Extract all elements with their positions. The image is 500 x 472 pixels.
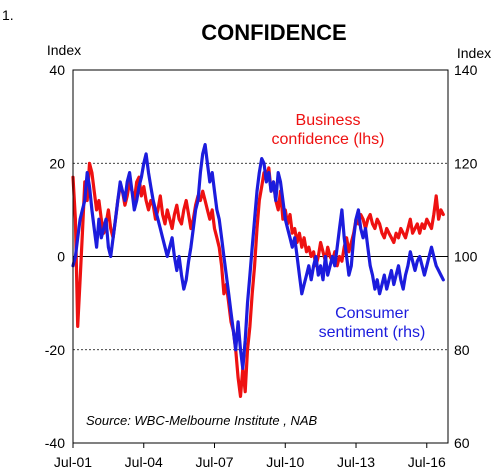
right-tick-label: 100 <box>454 249 478 265</box>
right-tick-label: 140 <box>454 62 478 78</box>
left-tick-label: 40 <box>49 62 65 78</box>
plot-frame <box>72 69 449 444</box>
x-tick-label: Jul-10 <box>266 454 304 470</box>
x-tick-label: Jul-04 <box>125 454 163 470</box>
chart-title: CONFIDENCE <box>201 20 346 45</box>
x-tick-label: Jul-01 <box>54 454 92 470</box>
left-tick-label: 20 <box>49 155 65 171</box>
left-tick-label: 0 <box>57 249 65 265</box>
consumer-sentiment-label: Consumer <box>335 305 409 322</box>
business-confidence-line <box>71 161 445 398</box>
left-tick-label: -20 <box>45 342 65 358</box>
right-tick-label: 80 <box>454 342 470 358</box>
left-tick-label: -40 <box>45 435 65 451</box>
source-note: Source: WBC-Melbourne Institute , NAB <box>86 413 318 428</box>
business-confidence-label: Business <box>296 112 361 129</box>
consumer-sentiment-label: sentiment (rhs) <box>319 324 426 341</box>
x-tick-label: Jul-13 <box>337 454 375 470</box>
x-axis-ticks: Jul-01 Jul-04 Jul-07 Jul-10 Jul-13 Jul-16 <box>54 443 446 470</box>
x-tick-label: Jul-16 <box>408 454 446 470</box>
right-axis-label: Index <box>457 45 491 61</box>
series-lines <box>71 143 445 398</box>
left-axis-label: Index <box>47 42 81 58</box>
left-axis-ticks: -40 -20 0 20 40 <box>45 62 65 451</box>
x-tick-label: Jul-07 <box>195 454 233 470</box>
right-axis-ticks: 60 80 100 120 140 <box>454 62 478 451</box>
right-tick-label: 120 <box>454 155 478 171</box>
consumer-sentiment-line <box>71 143 445 370</box>
gridlines <box>73 162 448 351</box>
business-confidence-label: confidence (lhs) <box>272 131 385 148</box>
figure-number: 1. <box>2 7 14 23</box>
series-labels: Business confidence (lhs) Consumer sentimen… <box>272 112 426 341</box>
right-tick-label: 60 <box>454 435 470 451</box>
